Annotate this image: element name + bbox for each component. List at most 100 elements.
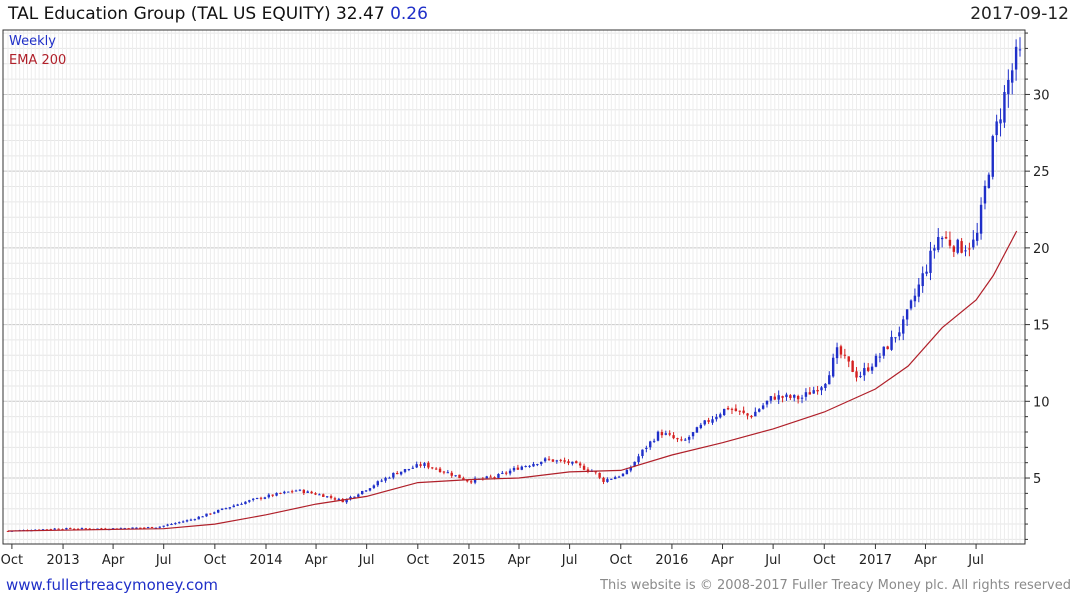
candle-body: [839, 346, 843, 355]
candle-body: [672, 435, 675, 439]
candle-body: [446, 472, 450, 474]
candle-body: [135, 527, 138, 529]
candle-body: [205, 513, 208, 517]
candle-body: [543, 458, 547, 462]
x-tick-label: Jul: [561, 553, 578, 568]
candle-body: [594, 471, 597, 473]
candle-body: [213, 512, 216, 514]
candle-body: [816, 389, 819, 392]
candle-body: [796, 395, 800, 400]
candle-body: [263, 497, 267, 499]
candle-body: [489, 476, 492, 478]
candle-body: [65, 528, 68, 530]
candle-body: [621, 473, 625, 477]
candle-body: [224, 508, 228, 510]
candle-body: [602, 477, 605, 482]
candle-body: [520, 466, 523, 470]
ema-200-line: [7, 230, 1018, 532]
candle-body: [715, 416, 718, 420]
candle-body: [878, 356, 882, 358]
candle-body: [131, 527, 134, 529]
candle-body: [80, 528, 84, 530]
candle-body: [287, 491, 290, 493]
candle-body: [948, 239, 952, 246]
candle-body: [248, 500, 251, 502]
candle-body: [438, 468, 442, 473]
y-tick-label: 5: [1033, 472, 1041, 487]
candle-body: [917, 284, 920, 297]
candle-body: [687, 436, 691, 440]
candle-body: [1018, 49, 1022, 51]
candle-body: [1007, 79, 1010, 95]
candle-body: [563, 460, 566, 462]
candle-body: [859, 375, 862, 377]
candle-body: [758, 409, 761, 412]
candle-body: [664, 433, 667, 435]
candle-body: [785, 394, 788, 398]
candle-body: [259, 497, 263, 499]
x-tick-label: Oct: [1, 553, 23, 568]
candle-body: [703, 420, 706, 425]
candle-body: [493, 477, 496, 479]
candle-body: [252, 498, 255, 500]
candle-body: [473, 478, 477, 483]
candle-body: [699, 424, 703, 429]
candle-body: [353, 496, 356, 498]
candle-body: [57, 528, 60, 530]
candle-body: [975, 232, 979, 241]
candle-body: [485, 476, 488, 479]
candle-body: [228, 507, 232, 509]
y-tick-label: 20: [1033, 242, 1050, 257]
candle-body: [571, 461, 574, 464]
candle-body: [275, 492, 278, 496]
candle-body: [209, 513, 212, 515]
candle-body: [551, 459, 555, 462]
candle-body: [505, 472, 508, 474]
candle-body: [711, 419, 714, 423]
candle-body: [88, 528, 91, 530]
candle-body: [6, 530, 10, 532]
candle-body: [734, 408, 738, 412]
candle-body: [407, 468, 411, 470]
candle-body: [469, 481, 473, 483]
candle-body: [423, 463, 426, 466]
x-tick-label: Jul: [967, 553, 984, 568]
candle-body: [189, 519, 193, 521]
candle-body: [384, 477, 387, 481]
candle-body: [162, 525, 165, 527]
site-link[interactable]: www.fullertreacymoney.com: [6, 576, 219, 594]
candle-body: [290, 491, 294, 493]
candle-body: [96, 528, 99, 530]
candle-body: [388, 477, 391, 479]
candle-body: [987, 174, 991, 189]
candle-body: [937, 236, 940, 250]
chart-title: TAL Education Group (TAL US EQUITY) 32.4…: [8, 4, 428, 24]
candle-body: [1003, 92, 1006, 123]
candle-body: [396, 472, 399, 475]
candle-body: [540, 461, 543, 465]
candle-body: [722, 408, 726, 416]
candle-body: [431, 467, 434, 469]
candle-body: [337, 498, 341, 500]
y-tick-label: 15: [1033, 319, 1050, 334]
candle-body: [201, 516, 204, 518]
candle-body: [874, 355, 878, 367]
candle-body: [921, 273, 924, 287]
x-tick-label: Apr: [914, 553, 937, 568]
candle-body: [174, 523, 177, 525]
candle-body: [582, 465, 586, 470]
candle-body: [913, 295, 917, 302]
candle-body: [730, 408, 734, 410]
candle-body: [49, 529, 53, 531]
candle-body: [454, 475, 457, 477]
candle-body: [578, 463, 582, 466]
candle-body: [512, 467, 516, 471]
candle-body: [968, 248, 971, 250]
candle-body: [197, 516, 200, 520]
candle-body: [746, 413, 749, 416]
candle-body: [240, 503, 243, 505]
candle-body: [629, 467, 632, 471]
candle-body: [944, 236, 948, 239]
candle-body: [820, 387, 823, 391]
candle-body: [154, 527, 158, 529]
